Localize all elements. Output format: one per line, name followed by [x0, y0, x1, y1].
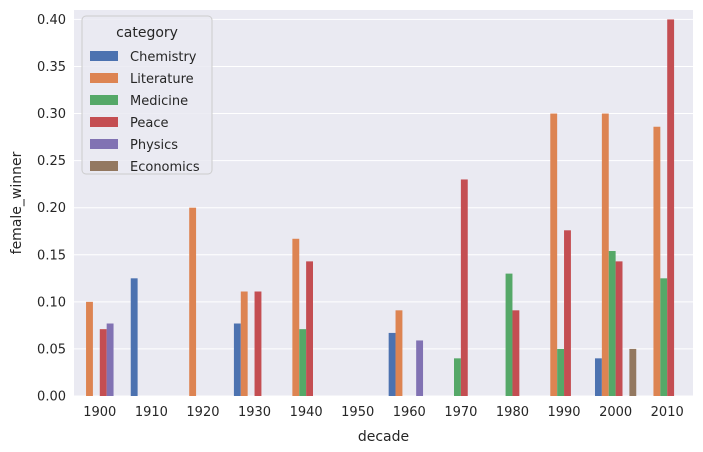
bar-literature-2010 — [653, 126, 661, 397]
x-tick-label: 1970 — [444, 405, 477, 420]
bar-peace-1970 — [460, 179, 468, 396]
bar-peace-2010 — [667, 19, 675, 396]
x-tick-label: 1920 — [186, 405, 219, 420]
bar-literature-1990 — [550, 113, 558, 396]
x-tick-label: 2000 — [599, 405, 632, 420]
legend-label-medicine: Medicine — [130, 94, 188, 109]
x-tick-label: 1910 — [135, 405, 168, 420]
bar-medicine-1970 — [453, 358, 461, 396]
bar-literature-1900 — [86, 301, 93, 396]
y-tick-label: 0.40 — [37, 13, 66, 28]
bar-medicine-1980 — [505, 273, 513, 396]
y-tick-label: 0.35 — [37, 60, 66, 75]
bar-medicine-1940 — [299, 329, 307, 396]
bar-medicine-2000 — [608, 251, 616, 396]
legend-title: category — [116, 25, 178, 41]
legend-swatch-chemistry — [90, 51, 118, 61]
legend-swatch-physics — [90, 139, 118, 149]
legend-swatch-literature — [90, 73, 118, 83]
bar-chemistry-2000 — [594, 358, 602, 396]
y-tick-label: 0.15 — [37, 248, 66, 263]
bar-chemistry-1910 — [130, 278, 138, 396]
bar-chemistry-1960 — [388, 332, 396, 396]
x-tick-label: 1950 — [341, 405, 374, 420]
y-tick-label: 0.05 — [37, 342, 66, 357]
y-tick-label: 0.20 — [37, 201, 66, 216]
y-tick-label: 0.10 — [37, 295, 66, 310]
legend-label-literature: Literature — [130, 72, 194, 87]
x-tick-label: 1990 — [547, 405, 580, 420]
bar-literature-1920 — [189, 207, 197, 396]
bar-peace-1930 — [254, 291, 262, 396]
legend-label-economics: Economics — [130, 160, 200, 175]
x-tick-label: 1940 — [290, 405, 323, 420]
bar-peace-1900 — [99, 329, 107, 396]
y-tick-labels: 0.00 0.05 0.10 0.15 0.20 0.25 0.30 0.35 0.40 — [37, 13, 66, 405]
y-axis-label: female_winner — [9, 151, 25, 254]
legend-items: Chemistry Literature Medicine Peace Physics E… — [90, 50, 200, 175]
y-tick-label: 0.25 — [37, 154, 66, 169]
bar-peace-1940 — [306, 261, 314, 396]
bar-literature-1930 — [240, 291, 248, 396]
bar-peace-1990 — [564, 230, 571, 396]
x-axis-label: decade — [358, 429, 409, 445]
y-tick-label: 0.30 — [37, 107, 66, 122]
bar-literature-1960 — [395, 310, 403, 396]
bar-economics-2000 — [629, 348, 637, 396]
x-tick-label: 1930 — [238, 405, 271, 420]
bar-chemistry-1930 — [233, 323, 241, 396]
legend-label-physics: Physics — [130, 138, 178, 153]
legend-label-chemistry: Chemistry — [130, 50, 197, 65]
bars-group — [86, 19, 675, 397]
bar-literature-2000 — [601, 113, 609, 396]
legend-label-peace: Peace — [130, 116, 169, 131]
legend: category Chemistry Literature Medicine Peac… — [81, 15, 213, 175]
legend-swatch-economics — [90, 161, 118, 171]
bar-physics-1960 — [416, 340, 424, 396]
bar-peace-2000 — [615, 261, 623, 396]
x-tick-label: 1960 — [393, 405, 426, 420]
bar-physics-1900 — [106, 323, 114, 396]
bar-medicine-1990 — [557, 348, 565, 396]
x-tick-label: 1900 — [83, 405, 116, 420]
legend-swatch-peace — [90, 117, 118, 127]
legend-swatch-medicine — [90, 95, 118, 105]
x-tick-labels: 1900 1910 1920 1930 1940 1950 1960 1970 1980 1990… — [83, 405, 684, 420]
bar-peace-1980 — [512, 310, 520, 396]
bar-literature-1940 — [292, 238, 300, 396]
x-tick-label: 1980 — [496, 405, 529, 420]
x-tick-label: 2010 — [651, 405, 684, 420]
bar-medicine-2010 — [660, 278, 668, 396]
y-tick-label: 0.00 — [37, 390, 66, 405]
